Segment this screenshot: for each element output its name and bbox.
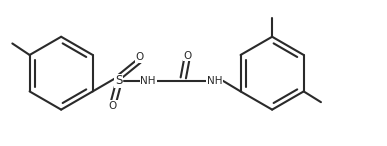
Text: O: O [183,51,192,61]
Text: S: S [115,74,122,87]
Text: NH: NH [207,76,223,86]
Text: O: O [109,101,117,111]
Text: O: O [136,52,144,62]
Text: NH: NH [140,76,156,86]
